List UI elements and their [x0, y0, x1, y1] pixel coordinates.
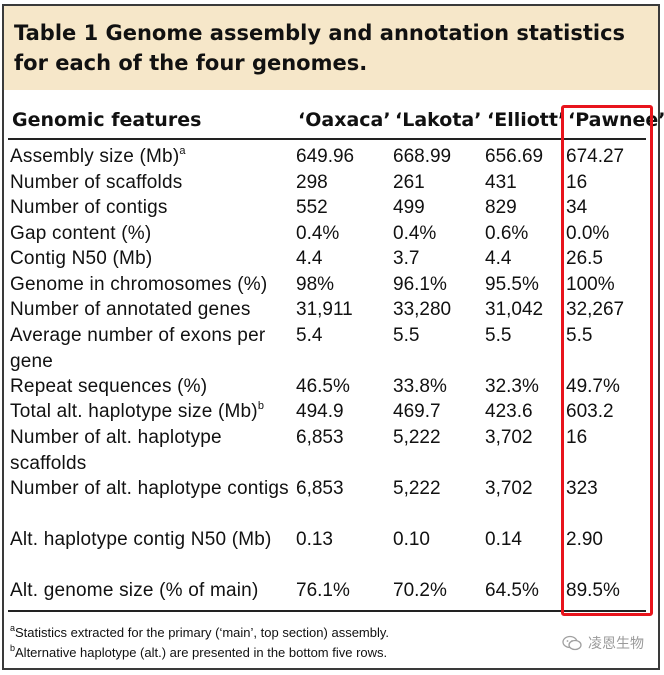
feature-label: Genome in chromosomes (%) [10, 274, 268, 295]
table-title-bar: Table 1 Genome assembly and annotation s… [4, 6, 658, 90]
value-elliott: 31,042 [485, 299, 544, 320]
value-pawnee: 32,267 [566, 299, 625, 320]
value-pawnee: 89.5% [566, 580, 620, 601]
value-elliott: 4.4 [485, 248, 512, 269]
pawnee-column-highlight [561, 105, 653, 616]
value-elliott: 95.5% [485, 274, 539, 295]
feature-label: Assembly size (Mb)a [10, 145, 186, 168]
value-oaxaca: 0.4% [296, 223, 340, 244]
value-elliott: 64.5% [485, 580, 539, 601]
value-lakota: 3.7 [393, 248, 420, 269]
value-lakota: 70.2% [393, 580, 447, 601]
value-elliott: 5.5 [485, 325, 512, 346]
value-pawnee: 100% [566, 274, 615, 295]
table-frame: Table 1 Genome assembly and annotation s… [2, 4, 660, 670]
value-elliott: 3,702 [485, 478, 533, 499]
value-pawnee: 323 [566, 478, 598, 499]
value-lakota: 499 [393, 197, 425, 218]
feature-label: Alt. genome size (% of main) [10, 580, 259, 601]
value-lakota: 668.99 [393, 146, 452, 167]
value-oaxaca: 6,853 [296, 478, 344, 499]
header-oaxaca: ‘Oaxaca’ [298, 109, 391, 131]
feature-label: Contig N50 (Mb) [10, 248, 153, 269]
value-elliott: 656.69 [485, 146, 544, 167]
feature-label: Number of scaffolds [10, 172, 183, 193]
footnote-a: aStatistics extracted for the primary (‘… [10, 623, 390, 641]
value-oaxaca: 76.1% [296, 580, 350, 601]
feature-label: Repeat sequences (%) [10, 376, 208, 397]
feature-label: Total alt. haplotype size (Mb)b [10, 400, 265, 423]
value-lakota: 469.7 [393, 401, 441, 422]
watermark-text: 凌恩生物 [588, 635, 644, 651]
value-pawnee: 16 [566, 172, 588, 193]
value-oaxaca: 4.4 [296, 248, 323, 269]
value-pawnee: 34 [566, 197, 588, 218]
value-oaxaca: 649.96 [296, 146, 355, 167]
value-elliott: 32.3% [485, 376, 539, 397]
value-elliott: 431 [485, 172, 517, 193]
header-genomic-features: Genomic features [12, 109, 202, 131]
value-pawnee: 603.2 [566, 401, 614, 422]
header-rule [8, 138, 646, 140]
watermark: 凌恩生物 [562, 633, 644, 653]
value-pawnee: 49.7% [566, 376, 620, 397]
value-elliott: 0.6% [485, 223, 529, 244]
value-oaxaca: 552 [296, 197, 328, 218]
value-pawnee: 5.5 [566, 325, 593, 346]
value-pawnee: 16 [566, 427, 588, 448]
header-lakota: ‘Lakota’ [395, 109, 482, 131]
value-lakota: 33,280 [393, 299, 452, 320]
value-elliott: 423.6 [485, 401, 533, 422]
value-oaxaca: 298 [296, 172, 328, 193]
value-lakota: 0.10 [393, 529, 430, 550]
value-pawnee: 26.5 [566, 248, 603, 269]
value-elliott: 0.14 [485, 529, 522, 550]
value-lakota: 5,222 [393, 427, 441, 448]
value-oaxaca: 0.13 [296, 529, 333, 550]
value-oaxaca: 98% [296, 274, 335, 295]
value-pawnee: 2.90 [566, 529, 603, 550]
value-pawnee: 0.0% [566, 223, 610, 244]
value-elliott: 3,702 [485, 427, 533, 448]
value-oaxaca: 46.5% [296, 376, 350, 397]
value-oaxaca: 5.4 [296, 325, 323, 346]
value-lakota: 96.1% [393, 274, 447, 295]
feature-label: Alt. haplotype contig N50 (Mb) [10, 529, 272, 550]
footnote-b: bAlternative haplotype (alt.) are presen… [10, 643, 388, 661]
feature-label: Number of alt. haplotype scaffolds [10, 427, 222, 474]
feature-label: Number of contigs [10, 197, 168, 218]
value-oaxaca: 31,911 [296, 299, 353, 320]
header-pawnee: ‘Pawnee’ [568, 109, 664, 131]
table-title: Table 1 Genome assembly and annotation s… [14, 21, 626, 75]
feature-label: Gap content (%) [10, 223, 152, 244]
bottom-rule [8, 610, 646, 612]
feature-label: Average number of exons per gene [10, 325, 266, 372]
value-lakota: 0.4% [393, 223, 437, 244]
wechat-icon [562, 635, 582, 651]
feature-label: Number of annotated genes [10, 299, 251, 320]
value-pawnee: 674.27 [566, 146, 625, 167]
value-lakota: 5.5 [393, 325, 420, 346]
value-oaxaca: 6,853 [296, 427, 344, 448]
value-elliott: 829 [485, 197, 517, 218]
value-lakota: 5,222 [393, 478, 441, 499]
value-lakota: 261 [393, 172, 425, 193]
value-lakota: 33.8% [393, 376, 447, 397]
header-elliott: ‘Elliott’ [487, 109, 566, 131]
feature-label: Number of alt. haplotype contigs [10, 478, 289, 499]
value-oaxaca: 494.9 [296, 401, 344, 422]
